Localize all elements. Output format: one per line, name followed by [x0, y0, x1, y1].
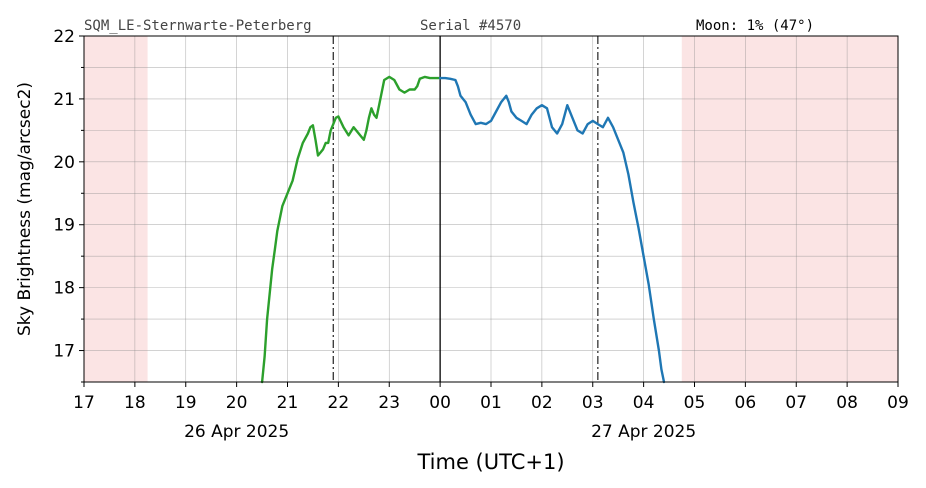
- series-line-1: [260, 75, 442, 384]
- x-tick-label: 20: [226, 393, 248, 413]
- x-tick-label: 23: [378, 393, 400, 413]
- x-tick-label: 06: [735, 393, 757, 413]
- data-series: [260, 75, 666, 384]
- x-tick-label: 03: [582, 393, 604, 413]
- serial-number: Serial #4570: [420, 18, 521, 34]
- twilight-band: [84, 36, 148, 382]
- x-axis-ticks: 17 18 19 20 21 22 23 00 01 02 03 04 05 06 07 08 09: [73, 382, 909, 413]
- date-label: 27 Apr 2025: [591, 422, 696, 442]
- station-name: SQM_LE-Sternwarte-Peterberg: [84, 18, 312, 34]
- x-tick-label: 19: [175, 393, 197, 413]
- x-tick-label: 02: [531, 393, 553, 413]
- y-tick-label: 19: [53, 216, 75, 236]
- x-tick-label: 17: [73, 393, 95, 413]
- x-tick-label: 08: [836, 393, 858, 413]
- series-line-2: [438, 76, 666, 384]
- y-tick-label: 17: [53, 342, 75, 362]
- x-tick-label: 18: [124, 393, 146, 413]
- moon-info: Moon: 1% (47°): [696, 18, 814, 34]
- y-axis-ticks: 17 18 19 20 21 22: [53, 27, 84, 383]
- x-tick-label: 01: [480, 393, 502, 413]
- x-tick-label: 00: [429, 393, 451, 413]
- x-tick-label: 22: [328, 393, 350, 413]
- x-tick-label: 09: [887, 393, 909, 413]
- x-axis-label: Time (UTC+1): [416, 450, 564, 474]
- event-lines: [332, 36, 599, 382]
- date-labels: 26 Apr 2025 27 Apr 2025: [184, 422, 696, 442]
- y-tick-label: 21: [53, 90, 75, 110]
- x-tick-label: 04: [633, 393, 655, 413]
- date-label: 26 Apr 2025: [184, 422, 289, 442]
- twilight-shading: [84, 36, 898, 382]
- y-tick-label: 20: [53, 153, 75, 173]
- x-tick-label: 07: [785, 393, 807, 413]
- y-tick-label: 18: [53, 279, 75, 299]
- y-axis-label: Sky Brightness (mag/arcsec2): [15, 82, 35, 336]
- twilight-band: [681, 36, 898, 382]
- y-tick-label: 22: [53, 27, 75, 47]
- x-tick-label: 05: [684, 393, 706, 413]
- x-tick-label: 21: [277, 393, 299, 413]
